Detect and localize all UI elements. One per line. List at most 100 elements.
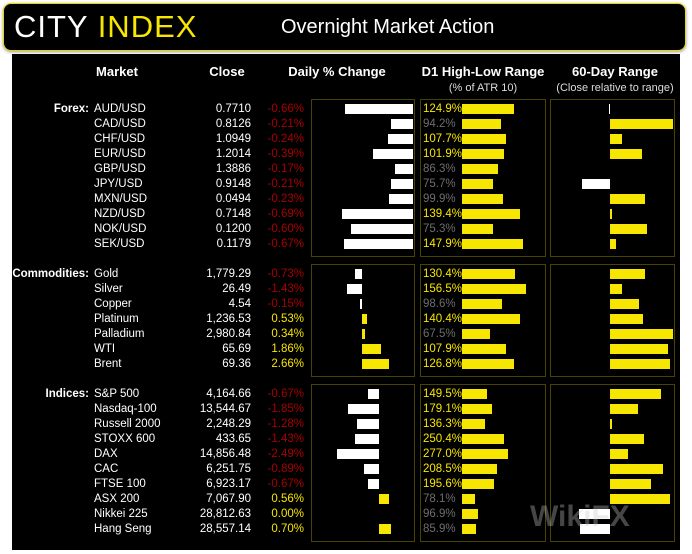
market-name[interactable]: AUD/USD — [94, 103, 146, 115]
close-value: 0.0494 — [215, 193, 251, 205]
close-value: 1.3886 — [215, 163, 251, 175]
market-name[interactable]: CAC — [94, 463, 119, 475]
market-name[interactable]: Brent — [94, 358, 122, 370]
d1-range-value: 124.9% — [423, 103, 463, 115]
daily-change-bar — [347, 284, 362, 294]
d1-range-bar — [462, 494, 475, 504]
daily-change-value: -0.60% — [267, 223, 304, 235]
daily-change-value: -0.24% — [267, 133, 304, 145]
close-value: 0.1200 — [215, 223, 251, 235]
d1-range-bar — [462, 134, 507, 144]
d1-range-value: 195.6% — [423, 478, 463, 490]
daily-change-bar — [379, 494, 389, 504]
range60-bar — [610, 134, 622, 144]
daily-change-bar — [379, 524, 391, 534]
d1-range-bar — [462, 479, 495, 489]
range60-bar — [610, 209, 612, 219]
market-name[interactable]: Copper — [94, 298, 132, 310]
d1-range-value: 156.5% — [423, 283, 463, 295]
market-name[interactable]: Hang Seng — [94, 523, 152, 535]
daily-change-bar — [372, 149, 413, 159]
d1-range-value: 94.2% — [423, 118, 456, 130]
d1-range-value: 208.5% — [423, 463, 463, 475]
d1-range-bar — [462, 524, 477, 534]
market-name[interactable]: Russell 2000 — [94, 418, 161, 430]
d1-range-value: 96.9% — [423, 508, 456, 520]
d1-range-value: 101.9% — [423, 148, 463, 160]
close-value: 6,923.17 — [206, 478, 251, 490]
d1-range-bar — [462, 194, 504, 204]
d1-range-bar — [462, 329, 490, 339]
header-banner: CITY INDEX Overnight Market Action — [3, 3, 686, 51]
range60-bar — [610, 329, 673, 339]
daily-change-bar — [351, 224, 413, 234]
range60-bar — [610, 269, 646, 279]
market-name[interactable]: CHF/USD — [94, 133, 146, 145]
range60-bar — [610, 404, 638, 414]
market-name[interactable]: Palladium — [94, 328, 145, 340]
market-name[interactable]: WTI — [94, 343, 116, 355]
close-value: 1,236.53 — [206, 313, 251, 325]
d1-range-bar — [462, 404, 492, 414]
market-name[interactable]: EUR/USD — [94, 148, 146, 160]
range60-bar — [610, 344, 668, 354]
market-name[interactable]: MXN/USD — [94, 193, 148, 205]
market-name[interactable]: Nikkei 225 — [94, 508, 148, 520]
daily-change-value: -0.69% — [267, 208, 304, 220]
group-label: Commodities: — [12, 268, 89, 280]
market-name[interactable]: Silver — [94, 283, 123, 295]
close-value: 1.2014 — [215, 148, 251, 160]
daily-change-value: 0.56% — [271, 493, 304, 505]
close-value: 7,067.90 — [206, 493, 251, 505]
daily-change-value: -0.17% — [267, 163, 304, 175]
market-name[interactable]: NOK/USD — [94, 223, 147, 235]
market-name[interactable]: CAD/USD — [94, 118, 146, 130]
daily-change-bar — [391, 119, 413, 129]
range60-bar — [610, 314, 643, 324]
close-value: 6,251.75 — [206, 463, 251, 475]
daily-change-value: 2.66% — [271, 358, 304, 370]
close-value: 26.49 — [222, 283, 251, 295]
market-name[interactable]: ASX 200 — [94, 493, 140, 505]
daily-change-chart — [311, 384, 415, 542]
market-name[interactable]: NZD/USD — [94, 208, 146, 220]
group-label: Forex: — [53, 103, 89, 115]
daily-change-value: 0.53% — [271, 313, 304, 325]
group-label: Indices: — [45, 388, 89, 400]
range60-chart — [550, 384, 675, 542]
market-name[interactable]: JPY/USD — [94, 178, 143, 190]
range60-bar — [610, 464, 663, 474]
market-name[interactable]: STOXX 600 — [94, 433, 156, 445]
market-name[interactable]: GBP/USD — [94, 163, 146, 175]
column-header-close: Close — [209, 64, 245, 79]
range60-bar — [610, 359, 670, 369]
daily-change-value: -0.67% — [267, 238, 304, 250]
market-name[interactable]: Gold — [94, 268, 119, 280]
daily-change-bar — [360, 299, 362, 309]
market-name[interactable]: DAX — [94, 448, 118, 460]
d1-range-bar — [462, 389, 487, 399]
market-name[interactable]: FTSE 100 — [94, 478, 146, 490]
market-name[interactable]: SEK/USD — [94, 238, 145, 250]
range60-bar — [610, 419, 612, 429]
d1-range-bar — [462, 209, 520, 219]
d1-range-value: 139.4% — [423, 208, 463, 220]
close-value: 69.36 — [222, 358, 251, 370]
market-name[interactable]: Nasdaq-100 — [94, 403, 157, 415]
daily-change-bar — [391, 179, 413, 189]
daily-change-bar — [354, 269, 362, 279]
d1-range-value: 98.6% — [423, 298, 456, 310]
daily-change-value: -0.89% — [267, 463, 304, 475]
market-name[interactable]: Platinum — [94, 313, 139, 325]
daily-change-bar — [362, 344, 381, 354]
d1-range-value: 99.9% — [423, 193, 456, 205]
d1-range-bar — [462, 314, 520, 324]
d1-range-value: 86.3% — [423, 163, 456, 175]
d1-range-value: 75.7% — [423, 178, 456, 190]
market-name[interactable]: S&P 500 — [94, 388, 140, 400]
d1-range-bar — [462, 119, 501, 129]
range60-bar — [610, 239, 617, 249]
daily-change-value: -1.85% — [267, 403, 304, 415]
range60-bar — [579, 524, 610, 534]
daily-change-chart — [311, 264, 415, 377]
